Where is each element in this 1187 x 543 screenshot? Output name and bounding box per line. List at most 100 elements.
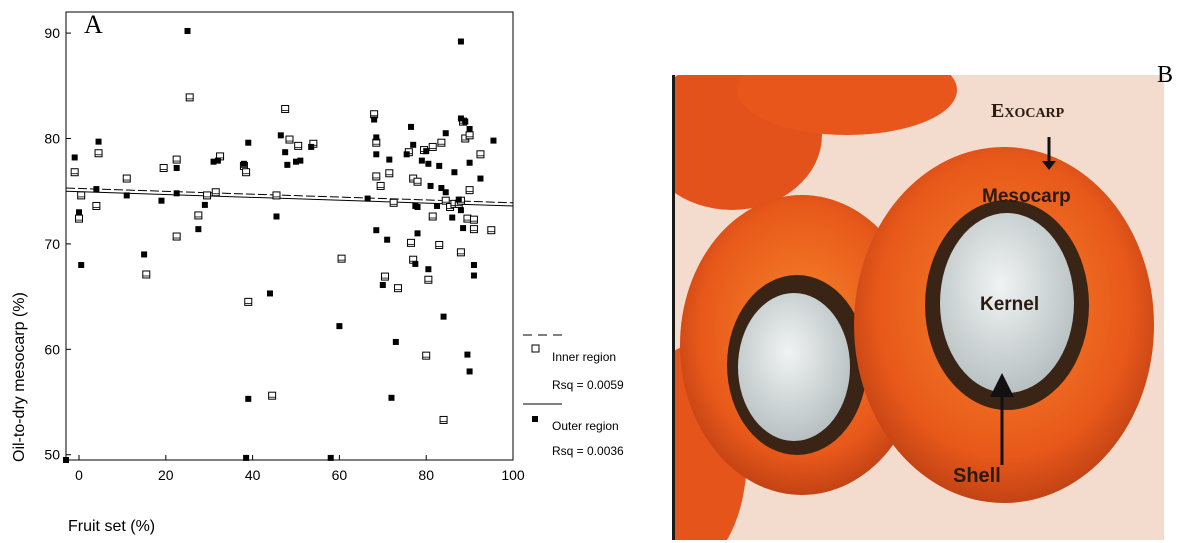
legend-inner-marker [531,344,540,353]
outer-region-point [457,115,464,122]
inner-region-point [380,272,389,281]
outer-region-point [245,395,252,402]
legend-inner-label: Inner region [552,350,616,364]
axes: 0 20 40 60 80 100 50 60 70 80 90 [44,11,525,483]
outer-region-point [442,130,449,137]
outer-region-point [386,156,393,163]
inner-region-point [70,168,79,177]
outer-region-point [466,159,473,166]
inner-region-point [385,169,394,178]
inner-region-point [242,168,251,177]
legend-outer-marker [532,416,538,422]
y-axis-title: Oil-to-dry mesocarp (%) [11,292,28,462]
inner-region-point [476,150,485,159]
inner-region-point [469,215,478,224]
outer-region-point [214,157,221,164]
outer-region-point [466,126,473,133]
inner-region-point [211,188,220,197]
outer-region-point [457,207,464,214]
outer-region-point [442,189,449,196]
outer-region-point [371,116,378,123]
outer-region-point [327,454,334,461]
x-tick-label: 20 [158,467,174,483]
outer-region-point [470,261,477,268]
outer-region-point [427,182,434,189]
inner-region-point [456,248,465,257]
outer-region-point [470,272,477,279]
outer-region-point [403,151,410,158]
outer-region-point [436,162,443,169]
y-tick-label: 50 [44,447,60,463]
outer-region-point [438,185,445,192]
inner-region-point [428,142,437,151]
mesocarp-label: Mesocarp [982,186,1071,207]
outer-region-point [245,139,252,146]
inner-region-point [413,177,422,186]
outer-region-point [425,160,432,167]
inner-region-point [389,198,398,207]
outer-region-point [434,202,441,209]
outer-region-point [297,157,304,164]
outer-region-point [451,169,458,176]
exocarp-label: Exocarp [991,100,1065,122]
outer-region-point [455,196,462,203]
outer-region-point [412,260,419,267]
inner-region-point [172,155,181,164]
inner-region-point [372,172,381,181]
inner-region-point [469,225,478,234]
outer-region-point [201,201,208,208]
legend-outer-rsq: Rsq = 0.0036 [552,444,624,458]
inner-region-fit-line [65,187,514,204]
legend: Inner region Rsq = 0.0059 Outer region Rsq … [523,334,624,458]
inner-region-point [465,186,474,195]
outer-region-point [490,137,497,144]
outer-region-point [457,38,464,45]
outer-region-point [76,209,83,216]
outer-region-point [364,195,371,202]
outer-region-point [266,290,273,297]
outer-region-point [123,192,130,199]
outer-region-point [373,134,380,141]
inner-region-point [441,196,450,205]
inner-region-point [272,191,281,200]
inner-region-point [487,226,496,235]
outer-region-point [414,204,421,211]
outer-region-point [158,197,165,204]
outer-region-point [240,160,247,167]
inner-region-point [281,104,290,113]
inner-region-point [439,415,448,424]
outer-region-point [425,266,432,273]
inner-region-point [424,275,433,284]
outer-region-point [195,226,202,233]
x-tick-label: 80 [418,467,434,483]
outer-region-point [71,154,78,161]
inner-region-point [268,391,277,400]
inner-region-point [437,138,446,147]
inner-region-point [435,240,444,249]
panel-a-label: A [84,10,103,39]
outer-region-point [373,151,380,158]
inner-region-point [122,174,131,183]
legend-outer-label: Outer region [552,419,619,433]
plot-frame [65,11,514,461]
inner-region-point [463,214,472,223]
inner-region-point [77,191,86,200]
inner-region-point [428,212,437,221]
x-axis-title: Fruit set (%) [68,518,155,535]
outer-region-point [184,27,191,34]
outer-region-point [384,236,391,243]
inner-region-point [94,149,103,158]
outer-region-point [93,186,100,193]
outer-region-point [462,118,469,125]
x-tick-label: 40 [245,467,261,483]
data-points [63,27,497,463]
kernel-label: Kernel [980,294,1040,315]
inner-region-point [244,297,253,306]
outer-region-point [418,157,425,164]
inner-region-point [422,351,431,360]
inner-region-point [203,191,212,200]
shell-label: Shell [953,465,1001,487]
fruit-cross-section-illustration [672,75,1164,540]
outer-region-point [408,123,415,130]
